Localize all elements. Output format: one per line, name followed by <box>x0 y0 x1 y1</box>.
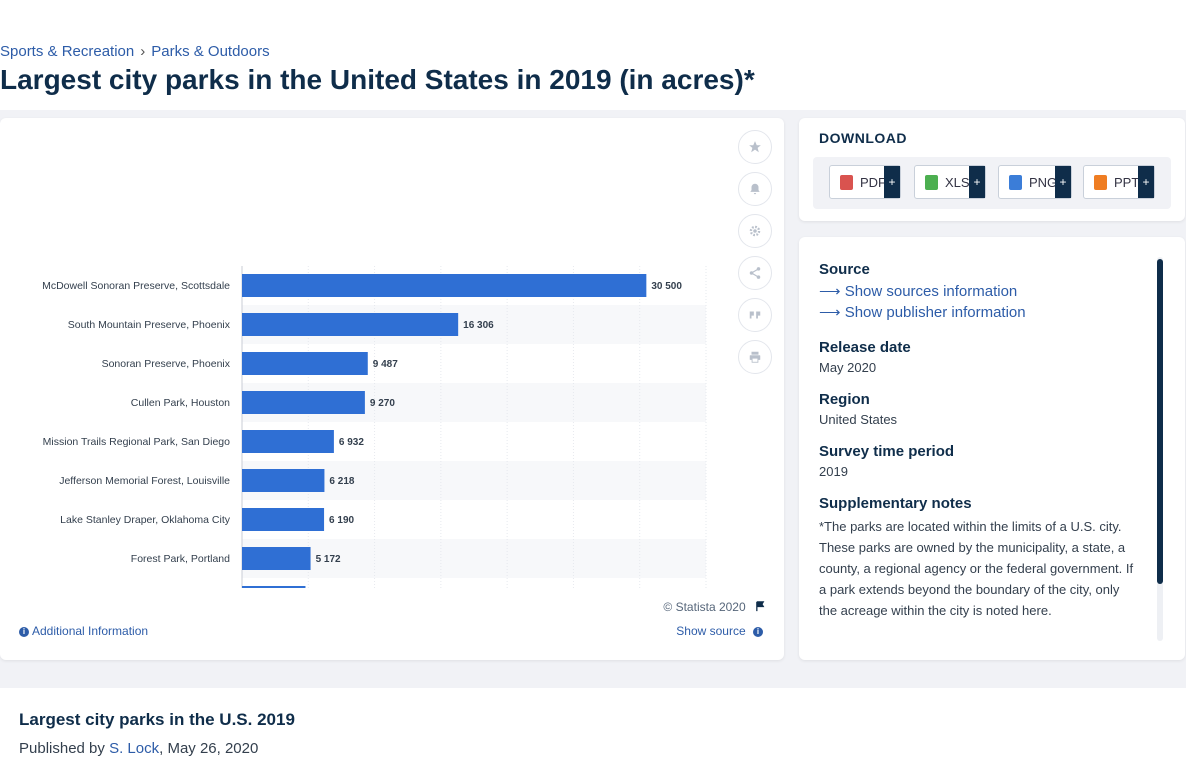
xls-plus[interactable]: + <box>969 166 985 198</box>
breadcrumb-parks-outdoors[interactable]: Parks & Outdoors <box>151 43 270 60</box>
settings-button[interactable] <box>738 214 772 248</box>
share-icon <box>749 267 761 279</box>
page-title: Largest city parks in the United States … <box>0 64 755 95</box>
bar <box>242 469 325 492</box>
bar <box>242 391 365 414</box>
download-ppt-label: PPT <box>1114 174 1140 190</box>
arrow-right-icon: ⟶ <box>819 283 841 300</box>
value-label: 5 172 <box>316 554 341 565</box>
value-label: 6 932 <box>339 437 364 448</box>
download-xls-button[interactable]: XLS + <box>914 165 986 199</box>
png-plus[interactable]: + <box>1055 166 1071 198</box>
value-label: 9 270 <box>370 398 395 409</box>
category-label: South Mountain Preserve, Phoenix <box>68 319 231 331</box>
additional-information-label: Additional Information <box>32 624 149 638</box>
download-ppt-button[interactable]: PPT + <box>1083 165 1155 199</box>
region-value: United States <box>819 412 898 427</box>
copyright-text: © Statista 2020 <box>663 600 746 614</box>
source-heading: Source <box>819 261 870 278</box>
print-button[interactable] <box>738 340 772 374</box>
arrow-right-icon: ⟶ <box>819 304 841 321</box>
star-icon <box>749 141 761 153</box>
png-file-icon <box>1009 174 1022 190</box>
download-png-button[interactable]: PNG + <box>998 165 1072 199</box>
breadcrumb-separator: › <box>140 43 146 60</box>
published-prefix: Published by <box>19 740 105 757</box>
value-label: 16 306 <box>463 320 494 331</box>
statistic-title: Largest city parks in the U.S. 2019 <box>19 710 295 729</box>
download-card: DOWNLOAD PDF + XLS + PNG + PPT + <box>799 118 1185 221</box>
info-icon: i <box>753 627 763 637</box>
category-label: Lake Stanley Draper, Oklahoma City <box>60 514 231 526</box>
category-label: Cullen Park, Houston <box>131 397 230 409</box>
category-label: Mission Trails Regional Park, San Diego <box>43 436 230 448</box>
supplementary-notes-text: *The parks are located within the limits… <box>819 519 1134 618</box>
show-sources-label: Show sources information <box>844 283 1018 300</box>
details-card: Source ⟶ Show sources information ⟶ Show… <box>799 237 1185 660</box>
download-title: DOWNLOAD <box>819 130 907 146</box>
row-band <box>242 539 706 578</box>
pdf-plus[interactable]: + <box>884 166 900 198</box>
top-header-area <box>0 0 1186 110</box>
bar <box>242 352 368 375</box>
ppt-plus[interactable]: + <box>1138 166 1154 198</box>
additional-information-link[interactable]: i Additional Information <box>19 624 148 638</box>
show-sources-link[interactable]: ⟶ Show sources information <box>819 282 1139 300</box>
ppt-file-icon <box>1094 174 1107 190</box>
pdf-file-icon <box>840 174 853 190</box>
show-publisher-link[interactable]: ⟶ Show publisher information <box>819 303 1139 321</box>
cite-button[interactable] <box>738 298 772 332</box>
show-source-label: Show source <box>676 624 746 638</box>
region-heading: Region <box>819 391 870 408</box>
bar <box>242 430 334 453</box>
value-label: 6 190 <box>329 515 354 526</box>
value-label: 30 500 <box>651 281 682 292</box>
category-label: McDowell Sonoran Preserve, Scottsdale <box>42 280 230 292</box>
download-pdf-button[interactable]: PDF + <box>829 165 901 199</box>
print-icon <box>749 351 761 363</box>
flag-icon[interactable] <box>755 601 766 612</box>
supplementary-notes-heading: Supplementary notes <box>819 495 972 512</box>
category-label: Sonoran Preserve, Phoenix <box>102 358 231 370</box>
breadcrumb: Sports & Recreation › Parks & Outdoors <box>0 43 270 60</box>
quote-icon <box>749 311 761 319</box>
bar <box>242 586 306 588</box>
author-link[interactable]: S. Lock <box>109 740 160 757</box>
survey-period-value: 2019 <box>819 464 848 479</box>
copyright: © Statista 2020 <box>663 600 766 614</box>
chart-toolbar <box>738 130 772 382</box>
download-pdf-label: PDF <box>860 174 886 190</box>
download-xls-label: XLS <box>945 174 970 190</box>
gear-icon <box>749 225 761 237</box>
share-button[interactable] <box>738 256 772 290</box>
bar-chart: McDowell Sonoran Preserve, Scottsdale 30 … <box>42 266 707 588</box>
release-date-heading: Release date <box>819 339 911 356</box>
favorite-button[interactable] <box>738 130 772 164</box>
published-line: Published by S. Lock, May 26, 2020 <box>19 740 258 757</box>
bar <box>242 547 311 570</box>
statistic-summary: Largest city parks in the U.S. 2019 Publ… <box>0 688 1186 760</box>
info-icon: i <box>19 627 29 637</box>
xls-file-icon <box>925 174 938 190</box>
category-label: Jefferson Memorial Forest, Louisville <box>59 475 230 487</box>
show-publisher-label: Show publisher information <box>844 304 1026 321</box>
notification-button[interactable] <box>738 172 772 206</box>
category-label: Forest Park, Portland <box>131 553 230 565</box>
published-date: , May 26, 2020 <box>159 740 259 757</box>
bar <box>242 274 647 297</box>
download-buttons: PDF + XLS + PNG + PPT + <box>813 157 1171 209</box>
value-label: 9 487 <box>373 359 398 370</box>
bar <box>242 313 459 336</box>
chart-card: McDowell Sonoran Preserve, Scottsdale 30 … <box>0 118 784 660</box>
breadcrumb-sports-recreation[interactable]: Sports & Recreation <box>0 43 135 60</box>
show-source-link[interactable]: Show source i <box>676 624 766 638</box>
bell-icon <box>750 183 760 195</box>
value-label: 6 218 <box>329 476 354 487</box>
survey-period-heading: Survey time period <box>819 443 955 460</box>
details-content: Source ⟶ Show sources information ⟶ Show… <box>819 261 1139 621</box>
scrollbar-thumb[interactable] <box>1157 259 1163 584</box>
release-date-value: May 2020 <box>819 360 877 375</box>
download-png-label: PNG <box>1029 174 1058 190</box>
bar <box>242 508 325 531</box>
